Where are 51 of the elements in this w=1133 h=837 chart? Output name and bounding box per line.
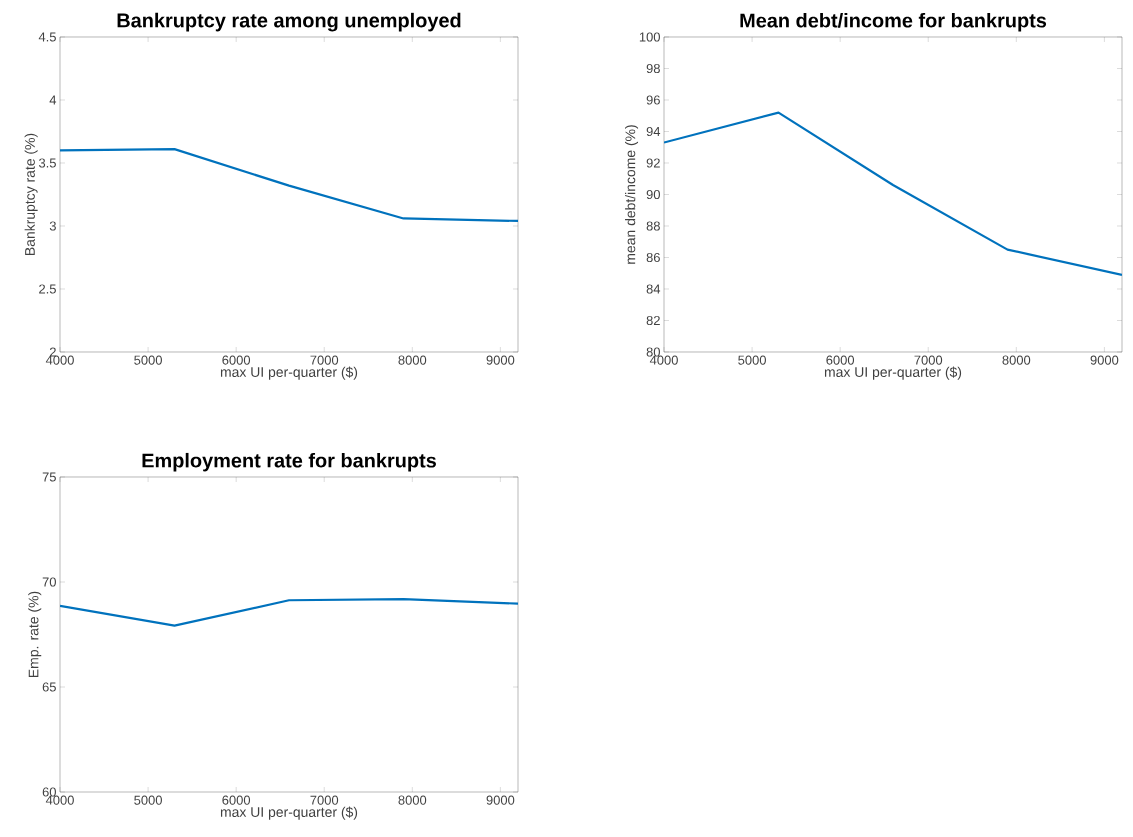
- x-tick-label: 9000: [486, 355, 515, 365]
- x-tick-label: 5000: [134, 795, 162, 805]
- chart-title: Employment rate for bankrupts: [142, 452, 436, 472]
- x-tick-label: 8000: [1002, 355, 1031, 365]
- y-tick-label: 90: [646, 189, 660, 200]
- line-series: [60, 148, 518, 223]
- line-series: [664, 111, 1123, 276]
- x-tick-label: 5000: [134, 355, 162, 365]
- y-tick-label: 82: [646, 315, 660, 326]
- x-tick-label: 5000: [738, 355, 766, 365]
- y-tick-label: 100: [639, 32, 660, 42]
- x-tick-label: 7000: [310, 355, 339, 365]
- x-tick-label: 8000: [398, 355, 427, 365]
- x-tick-label: 7000: [914, 355, 943, 365]
- line-series: [60, 598, 518, 627]
- y-tick-label: 84: [646, 284, 661, 294]
- y-tick-label: 3: [49, 221, 56, 231]
- x-tick-label: 6000: [826, 355, 855, 365]
- x-tick-label: 9000: [486, 795, 515, 805]
- x-tick-label: 6000: [222, 355, 251, 365]
- y-tick-label: 86: [646, 252, 660, 263]
- x-tick-label: 7000: [310, 795, 339, 805]
- y-tick-label: 4: [49, 95, 57, 105]
- x-tick-label: 6000: [222, 795, 251, 805]
- y-tick-label: 4.5: [38, 32, 56, 42]
- x-tick-label: 4000: [45, 795, 74, 805]
- chart-title: Bankruptcy rate among unemployed: [117, 12, 461, 32]
- y-tick-label: 70: [42, 577, 56, 587]
- chart-title: Mean debt/income for bankrupts: [740, 12, 1047, 32]
- y-tick-label: 65: [42, 682, 56, 692]
- x-tick-label: 8000: [398, 795, 427, 805]
- y-tick-label: 94: [646, 126, 661, 137]
- y-axis-title: Bankruptcy rate (%): [24, 133, 38, 255]
- y-tick-label: 80: [646, 347, 660, 357]
- x-tick-label: 4000: [45, 355, 74, 365]
- y-tick-label: 98: [646, 63, 660, 74]
- y-axis-title: Emp. rate (%): [28, 591, 42, 678]
- y-tick-label: 3.5: [38, 158, 56, 168]
- y-axis-title: mean debt/income (%): [625, 125, 639, 264]
- y-tick-label: 88: [646, 221, 660, 231]
- y-tick-label: 96: [646, 95, 660, 105]
- y-tick-label: 75: [42, 472, 56, 482]
- x-axis-title: max UI per-quarter ($): [824, 366, 962, 380]
- x-tick-label: 9000: [1090, 355, 1119, 365]
- y-tick-label: 60: [42, 787, 56, 797]
- y-tick-label: 92: [646, 158, 660, 168]
- x-axis-title: max UI per-quarter ($): [220, 806, 358, 820]
- x-axis-title: max UI per-quarter ($): [220, 366, 358, 380]
- y-tick-label: 2.5: [39, 284, 56, 294]
- x-tick-label: 4000: [649, 355, 678, 365]
- y-tick-label: 2: [49, 347, 56, 357]
